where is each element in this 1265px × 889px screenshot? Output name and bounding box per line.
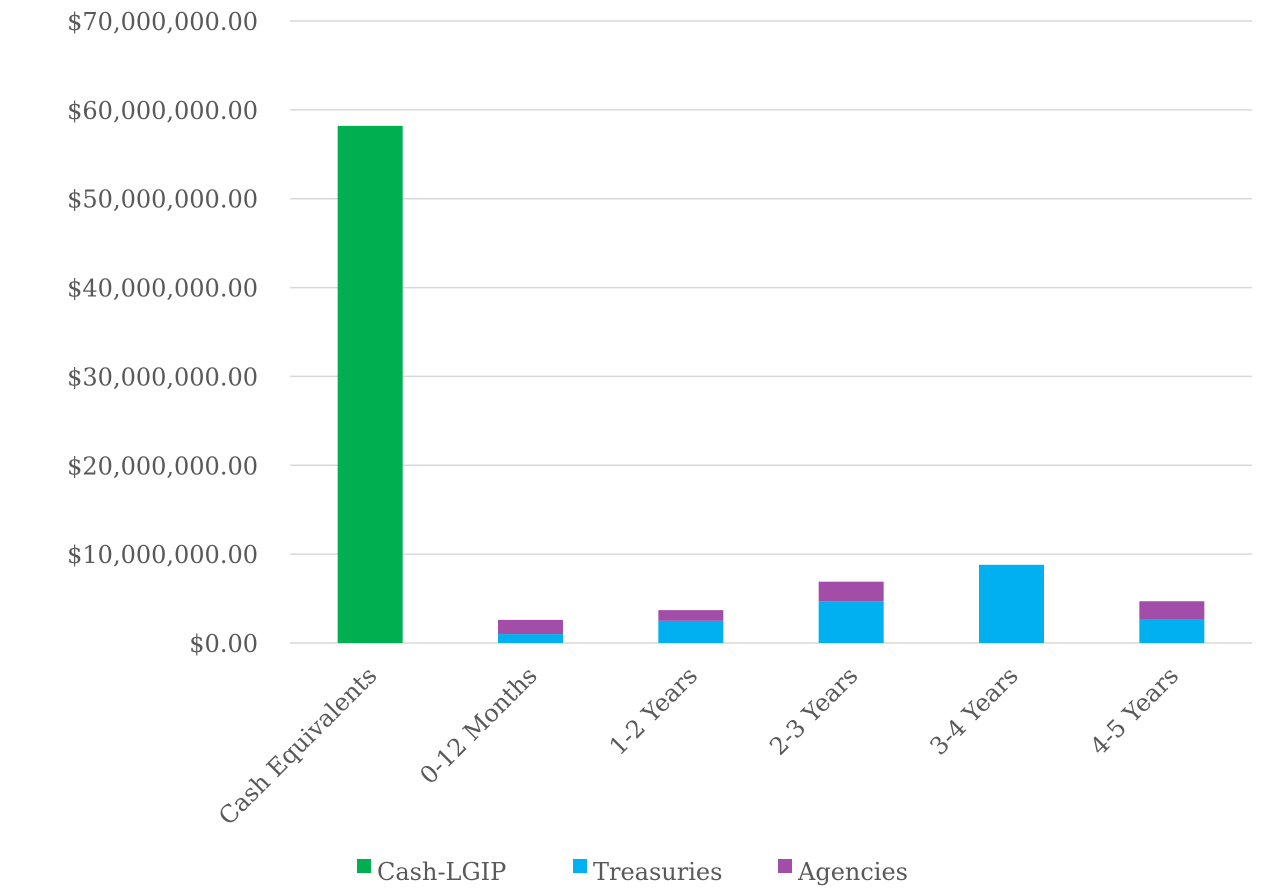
legend-swatch [573, 859, 587, 873]
gridlines [290, 20, 1252, 644]
x-axis-category-labels: Cash Equivalents 0-12 Months 1-2 Years 2-3 … [213, 661, 1184, 830]
legend-swatch [778, 859, 792, 873]
x-category-label: 1-2 Years [604, 661, 703, 760]
y-axis-tick-labels: $0.00 $10,000,000.00 $20,000,000.00 $30,000… [67, 8, 258, 658]
x-category-label: Cash Equivalents [213, 661, 382, 830]
legend: Cash-LGIP Treasuries Agencies [357, 858, 908, 886]
bar-cash-lgip-0 [337, 125, 403, 643]
legend-swatch [357, 859, 371, 873]
bar-treasuries-1 [498, 634, 563, 643]
y-tick-label: $60,000,000.00 [67, 97, 258, 125]
y-tick-label: $0.00 [189, 630, 258, 658]
bar-agencies-2 [658, 610, 724, 621]
bars [337, 125, 1205, 643]
legend-label: Treasuries [593, 858, 722, 886]
x-category-label: 2-3 Years [764, 661, 863, 760]
y-tick-label: $30,000,000.00 [67, 363, 258, 391]
bar-treasuries-2 [658, 620, 724, 643]
y-tick-label: $20,000,000.00 [67, 452, 258, 480]
y-tick-label: $10,000,000.00 [67, 541, 258, 569]
y-tick-label: $50,000,000.00 [67, 186, 258, 214]
bar-agencies-5 [1139, 601, 1205, 620]
y-tick-label: $70,000,000.00 [67, 8, 258, 36]
x-category-label: 3-4 Years [925, 661, 1024, 760]
bar-treasuries-4 [979, 564, 1044, 643]
bar-agencies-3 [818, 581, 884, 602]
bar-treasuries-3 [818, 601, 884, 643]
y-tick-label: $40,000,000.00 [67, 275, 258, 303]
x-category-label: 4-5 Years [1085, 661, 1184, 760]
legend-label: Cash-LGIP [377, 858, 506, 886]
bar-agencies-1 [498, 619, 563, 635]
x-category-label: 0-12 Months [414, 661, 542, 789]
legend-label: Agencies [797, 858, 908, 886]
bar-treasuries-5 [1139, 619, 1205, 643]
